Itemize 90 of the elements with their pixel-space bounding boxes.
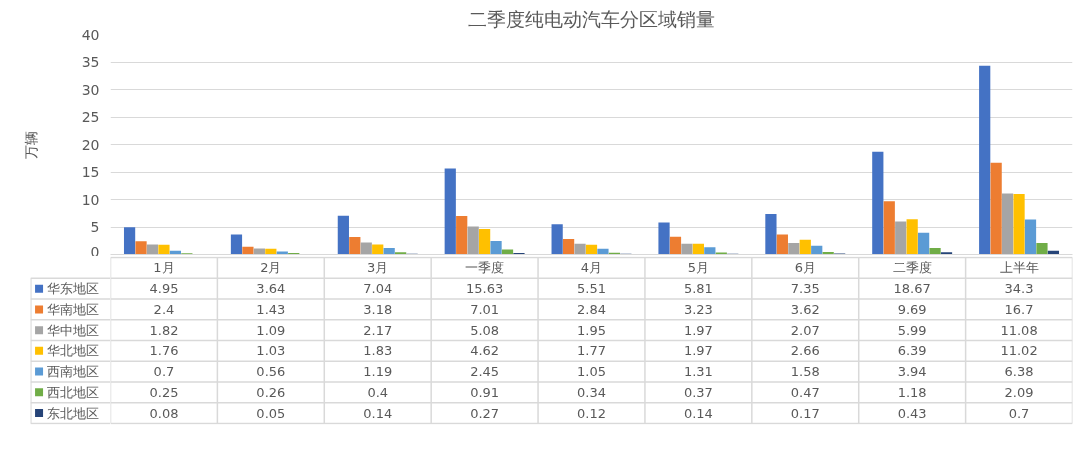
x-tick-label: 2月: [260, 260, 282, 276]
y-tick-label: 0: [90, 243, 100, 260]
data-label: 1.03: [256, 343, 286, 359]
y-tick-label: 10: [81, 191, 100, 208]
data-label: 0.17: [790, 405, 820, 421]
data-label: 1.83: [363, 343, 393, 359]
data-label: 5.81: [683, 281, 713, 297]
y-tick-label: 30: [81, 81, 100, 98]
data-label: 0.14: [683, 405, 713, 421]
data-label: 1.43: [256, 301, 286, 317]
data-label: 5.51: [577, 281, 606, 297]
data-label: 7.04: [363, 281, 393, 297]
data-label: 1.97: [683, 343, 713, 359]
data-label: 1.97: [683, 322, 713, 338]
data-label: 2.17: [363, 322, 393, 338]
y-tick-label: 35: [81, 54, 100, 70]
data-label: 3.94: [897, 364, 927, 380]
data-label: 1.95: [577, 322, 606, 338]
data-label: 0.05: [256, 405, 286, 421]
legend-label: 华东地区: [46, 281, 99, 297]
data-label: 15.63: [466, 281, 504, 297]
data-label: 3.23: [683, 301, 713, 317]
data-label: 2.07: [790, 322, 820, 338]
data-label: 1.76: [149, 343, 179, 359]
x-tick-label: 二季度: [892, 260, 932, 276]
data-label: 1.19: [363, 364, 393, 380]
legend-label: 西北地区: [46, 384, 99, 400]
data-label: 0.25: [149, 384, 179, 400]
data-label: 7.35: [790, 281, 820, 297]
data-label: 3.64: [256, 281, 286, 297]
data-label: 5.99: [897, 322, 927, 338]
data-label: 0.43: [897, 405, 927, 421]
x-tick-label: 1月: [153, 260, 175, 276]
x-tick-label: 4月: [580, 260, 603, 276]
data-label: 3.62: [790, 301, 820, 317]
data-label: 5.08: [470, 322, 500, 338]
data-label: 34.3: [1004, 281, 1034, 297]
data-label: 6.38: [1004, 364, 1034, 380]
data-label: 0.12: [577, 405, 606, 421]
data-label: 2.66: [790, 343, 820, 359]
data-label: 0.4: [367, 384, 389, 400]
data-label: 0.7: [1008, 405, 1030, 421]
data-label: 0.08: [149, 405, 179, 421]
data-label: 11.02: [1000, 343, 1038, 359]
data-label: 0.91: [470, 384, 500, 400]
data-label: 0.34: [577, 384, 606, 400]
x-tick-label: 6月: [794, 260, 816, 276]
y-tick-label: 25: [81, 109, 100, 125]
legend-label: 华中地区: [46, 322, 99, 338]
legend-label: 西南地区: [46, 364, 99, 380]
y-tick-label: 15: [81, 164, 100, 180]
x-tick-label: 一季度: [465, 260, 505, 276]
data-label: 1.58: [790, 364, 820, 380]
legend-label: 华北地区: [46, 343, 99, 359]
y-tick-label: 5: [90, 219, 100, 235]
y-tick-label: 40: [81, 26, 100, 43]
data-label: 4.62: [470, 343, 500, 359]
data-label: 1.31: [683, 364, 713, 380]
data-label: 1.09: [256, 322, 286, 338]
data-label: 0.56: [256, 364, 286, 380]
legend-label: 东北地区: [46, 405, 99, 421]
data-label: 16.7: [1004, 301, 1034, 317]
chart-title: 二季度纯电动汽车分区域销量: [468, 7, 715, 30]
data-label: 2.09: [1004, 384, 1034, 400]
data-label: 7.01: [470, 301, 500, 317]
data-label: 0.7: [153, 364, 175, 380]
x-tick-label: 5月: [687, 260, 710, 276]
data-label: 3.18: [363, 301, 393, 317]
data-label: 2.45: [470, 364, 500, 380]
y-tick-label: 20: [81, 136, 100, 153]
data-label: 6.39: [897, 343, 927, 359]
data-label: 0.47: [790, 384, 820, 400]
x-tick-label: 上半年: [999, 260, 1039, 276]
data-label: 1.18: [897, 384, 927, 400]
data-label: 1.05: [577, 364, 606, 380]
data-label: 9.69: [897, 301, 927, 317]
data-label: 4.95: [149, 281, 179, 297]
data-label: 1.82: [149, 322, 179, 338]
data-label: 0.37: [683, 384, 713, 400]
x-tick-label: 3月: [367, 260, 389, 276]
data-label: 18.67: [893, 281, 931, 297]
data-label: 11.08: [1000, 322, 1038, 338]
data-label: 0.27: [470, 405, 500, 421]
data-label: 0.14: [363, 405, 393, 421]
y-axis-title: 万辆: [22, 130, 39, 159]
data-label: 1.77: [577, 343, 606, 359]
data-label: 2.84: [577, 301, 606, 317]
legend-label: 华南地区: [46, 301, 99, 317]
data-label: 0.26: [256, 384, 286, 400]
data-label: 2.4: [153, 301, 175, 317]
